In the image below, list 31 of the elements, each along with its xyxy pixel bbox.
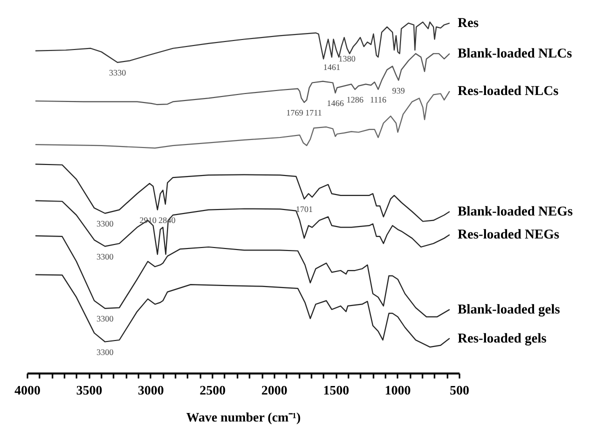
annotation: 1286 xyxy=(346,94,364,104)
annotation: 939 xyxy=(392,85,405,96)
annotation: 3300 xyxy=(96,346,114,357)
series-label: Blank-loaded NLCs xyxy=(458,46,572,61)
x-tick-label: 3500 xyxy=(76,382,102,398)
x-tick-label: 2500 xyxy=(200,382,226,398)
series-label: Res-loaded NEGs xyxy=(458,226,560,242)
annotation: 2910 xyxy=(139,214,156,225)
annotation: 1461 xyxy=(323,62,340,72)
annotation: 1711 xyxy=(305,107,322,118)
annotation: 3300 xyxy=(96,251,114,262)
x-tick-label: 500 xyxy=(450,382,470,398)
series-label: Blank-loaded NEGs xyxy=(458,204,573,219)
x-axis-title: Wave number (cm⁻¹) xyxy=(186,410,301,424)
series-label: Res-loaded NLCs xyxy=(458,83,559,98)
annotation: 3330 xyxy=(108,67,126,78)
series-label: Res xyxy=(458,15,479,30)
annotation: 1116 xyxy=(370,94,386,104)
annotation: 1466 xyxy=(326,98,344,108)
x-tick-label: 1000 xyxy=(384,382,411,398)
series-label: Blank-loaded gels xyxy=(458,301,560,316)
annotation: 1380 xyxy=(338,53,356,64)
annotation: 3300 xyxy=(96,313,114,324)
x-tick-label: 3000 xyxy=(138,382,164,398)
x-tick-label: 2000 xyxy=(261,382,288,398)
x-tick-label: 4000 xyxy=(14,382,40,398)
annotation: 1769 xyxy=(286,107,304,118)
annotation: 1701 xyxy=(296,204,313,214)
series-label: Res-loaded gels xyxy=(458,330,546,346)
annotation: 3300 xyxy=(96,218,114,228)
x-tick-label: 1500 xyxy=(323,382,350,398)
